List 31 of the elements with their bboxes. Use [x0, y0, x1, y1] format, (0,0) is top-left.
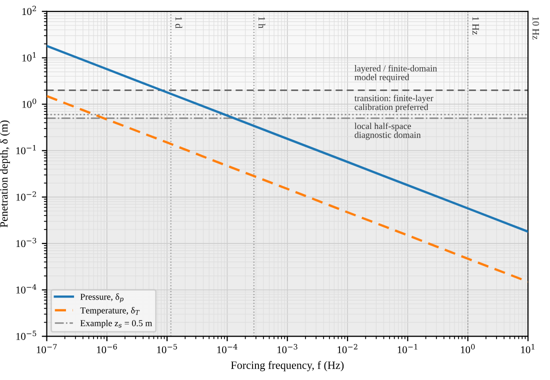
x-tick-label: 10$^{−5}$ — [157, 344, 177, 354]
x-tick-label: 10$^{−2}$ — [338, 344, 358, 354]
legend-label: Pressure, δ$_{p}$ — [80, 293, 124, 302]
x-tick-label: 10$^{−6}$ — [97, 344, 117, 354]
band-label: local half-space diagnostic domain — [354, 122, 421, 140]
band-label: layered / finite-domain model required — [354, 64, 437, 82]
band-label: transition: finite-layer calibration preferred — [354, 94, 434, 112]
y-tick-label: 10$^{−1}$ — [16, 144, 36, 154]
x-tick-label: 10$^{1}$ — [521, 344, 534, 354]
x-tick-label: 10$^{−1}$ — [398, 344, 418, 354]
y-tick-label: 10$^{−4}$ — [16, 284, 36, 294]
y-axis-title: Penetration depth, δ (m) — [0, 120, 10, 228]
x-tick-label: 10$^{−4}$ — [217, 344, 238, 354]
legend-label: Temperature, δ$_{T}$ — [80, 307, 140, 316]
y-tick-label: 10$^{−5}$ — [16, 330, 36, 340]
x-tick-label: 10$^{−7}$ — [36, 344, 57, 354]
y-tick-label: 10$^{−3}$ — [16, 238, 36, 248]
y-tick-label: 10$^{−2}$ — [16, 191, 36, 201]
x-axis-title: Forcing frequency, f (Hz) — [230, 361, 344, 372]
line-series — [46, 94, 528, 283]
ref-line-label: 1 Hz — [472, 17, 479, 35]
x-tick-label: 10$^{−3}$ — [278, 344, 298, 354]
ref-line-label: 1 h — [258, 17, 266, 28]
ref-line-label: 10 Hz — [532, 17, 540, 40]
y-tick-label: 10$^{0}$ — [22, 98, 36, 108]
y-tick-label: 10$^{2}$ — [22, 6, 36, 16]
line-series — [46, 44, 528, 233]
ref-line-label: 1 d — [175, 17, 182, 28]
legend-label: Example z$_{s}$ = 0.5 m — [80, 320, 152, 328]
y-tick-label: 10$^{1}$ — [22, 52, 36, 62]
x-tick-label: 10$^{0}$ — [461, 344, 475, 354]
